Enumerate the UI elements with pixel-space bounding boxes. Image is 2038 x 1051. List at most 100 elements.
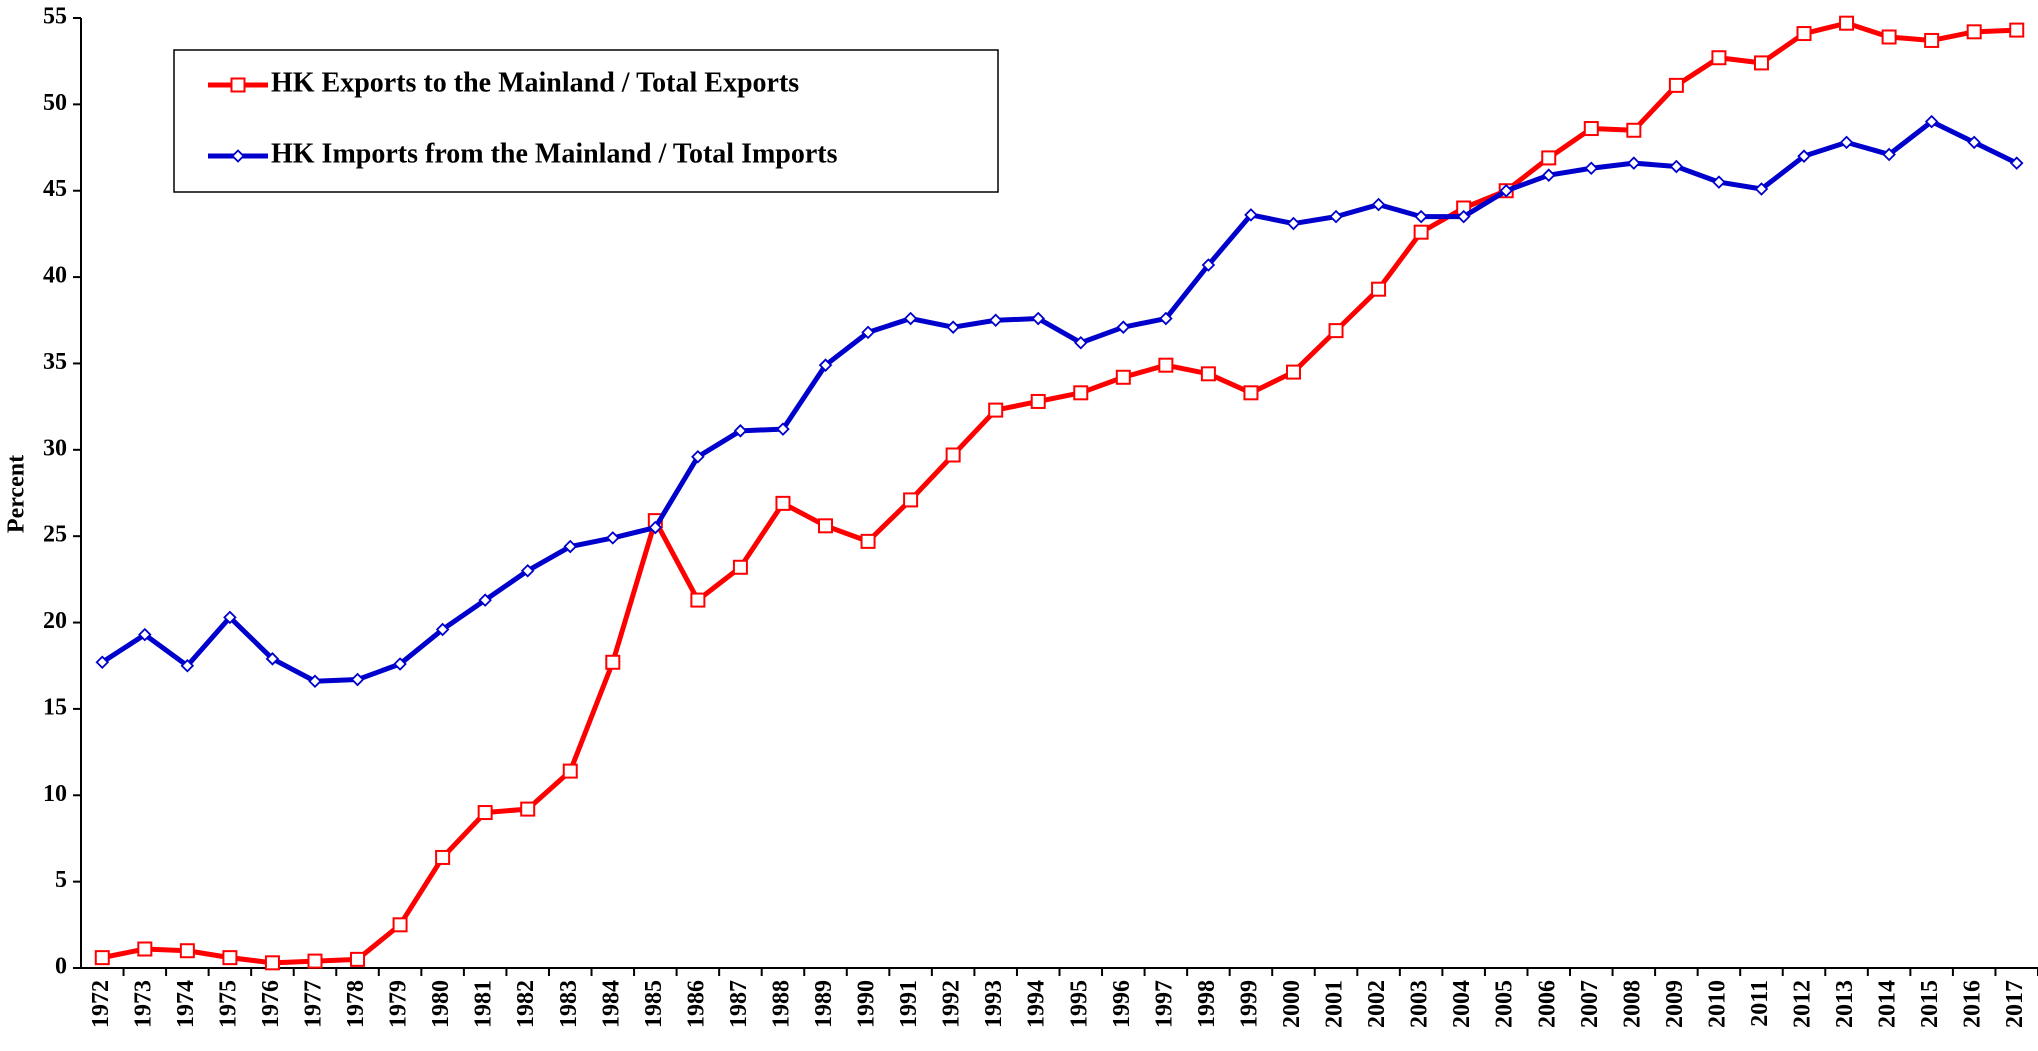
data-point	[988, 402, 1004, 418]
x-tick-label: 2015	[1917, 980, 1943, 1028]
data-point	[1371, 197, 1386, 212]
data-point	[1285, 364, 1301, 380]
data-point	[1839, 135, 1854, 150]
x-tick-label: 1996	[1109, 980, 1135, 1028]
data-point	[223, 610, 237, 625]
data-point	[691, 449, 705, 464]
data-point	[1839, 15, 1855, 31]
x-tick-label: 1998	[1194, 980, 1220, 1028]
x-tick-label: 2003	[1407, 980, 1433, 1028]
data-point	[733, 424, 748, 438]
data-point	[435, 622, 450, 637]
x-tick-label: 1975	[215, 980, 241, 1028]
x-tick-label: 1989	[811, 980, 837, 1028]
y-tick-label: 30	[43, 435, 67, 461]
x-tick-label: 2007	[1577, 980, 1603, 1028]
data-point	[1243, 385, 1259, 401]
data-point	[562, 763, 578, 779]
data-point	[1924, 114, 1939, 129]
data-point	[520, 801, 536, 817]
data-point	[1158, 357, 1174, 373]
data-point	[1073, 385, 1089, 401]
data-point	[94, 950, 110, 966]
data-point	[1159, 311, 1173, 326]
x-tick-label: 1981	[471, 980, 497, 1028]
y-tick-label: 40	[43, 263, 67, 289]
data-point	[2009, 156, 2024, 170]
x-tick-label: 2011	[1747, 980, 1773, 1027]
legend-marker	[231, 149, 245, 163]
data-point	[1328, 323, 1344, 339]
x-tick-label: 2001	[1322, 980, 1348, 1028]
x-tick-label: 1976	[258, 980, 284, 1028]
data-point	[307, 953, 323, 969]
data-point	[988, 313, 1003, 328]
x-tick-label: 2002	[1364, 980, 1390, 1028]
x-tick-label: 2008	[1619, 980, 1645, 1028]
x-tick-label: 1990	[854, 980, 880, 1028]
data-point	[1669, 159, 1684, 174]
data-point	[477, 805, 493, 821]
data-point	[1753, 55, 1769, 71]
x-tick-label: 1978	[343, 980, 369, 1028]
x-tick-label: 1979	[386, 980, 412, 1028]
data-point	[1031, 311, 1046, 326]
y-tick-label: 50	[43, 90, 67, 116]
data-point	[1200, 366, 1216, 382]
x-tick-label: 1999	[1236, 980, 1262, 1028]
data-point	[818, 518, 834, 534]
data-point	[1116, 320, 1131, 334]
data-point	[222, 950, 238, 966]
x-tick-label: 1987	[726, 980, 752, 1028]
data-point	[563, 539, 578, 554]
data-point	[350, 672, 365, 687]
x-tick-label: 1982	[513, 980, 539, 1028]
x-tick-label: 1983	[556, 980, 582, 1028]
data-point	[264, 955, 280, 971]
data-point	[903, 311, 918, 326]
data-point	[478, 593, 492, 607]
x-tick-label: 1992	[939, 980, 965, 1028]
data-point	[1413, 224, 1429, 240]
data-point	[1583, 121, 1599, 137]
x-tick-label: 2004	[1449, 980, 1475, 1028]
data-point	[1115, 369, 1131, 385]
y-tick-label: 5	[55, 867, 67, 893]
data-point	[605, 654, 621, 670]
data-point	[179, 943, 195, 959]
x-tick-label: 1974	[173, 980, 199, 1028]
data-point	[775, 495, 791, 511]
data-point	[1073, 335, 1088, 350]
data-point	[1924, 32, 1940, 48]
data-point	[2009, 22, 2025, 38]
x-tick-label: 1980	[428, 980, 454, 1028]
data-point	[1414, 209, 1428, 224]
x-tick-label: 1988	[768, 980, 794, 1028]
x-tick-label: 1993	[981, 980, 1007, 1028]
data-point	[1244, 208, 1258, 222]
data-point	[1754, 182, 1769, 196]
y-tick-label: 15	[43, 694, 67, 720]
series-line	[101, 20, 2017, 966]
x-tick-label: 1994	[1024, 980, 1050, 1028]
data-point	[1030, 393, 1046, 409]
data-point	[1967, 135, 1981, 150]
y-axis-label: Percent	[4, 455, 30, 533]
x-tick-label: 2006	[1534, 980, 1560, 1028]
data-point	[1712, 175, 1726, 189]
legend-box	[173, 49, 999, 193]
legend-label: HK Imports from the Mainland / Total Imp…	[271, 138, 838, 169]
data-point	[350, 951, 366, 967]
data-point	[95, 655, 110, 670]
data-point	[1286, 216, 1301, 231]
y-tick-label: 25	[43, 522, 67, 548]
data-point	[1329, 209, 1343, 224]
x-tick-label: 1997	[1151, 980, 1177, 1028]
data-point	[606, 531, 620, 545]
x-tick-label: 1986	[683, 980, 709, 1028]
data-point	[648, 520, 663, 535]
x-tick-label: 1977	[300, 980, 326, 1028]
legend-marker	[230, 77, 246, 93]
data-point	[393, 657, 407, 671]
